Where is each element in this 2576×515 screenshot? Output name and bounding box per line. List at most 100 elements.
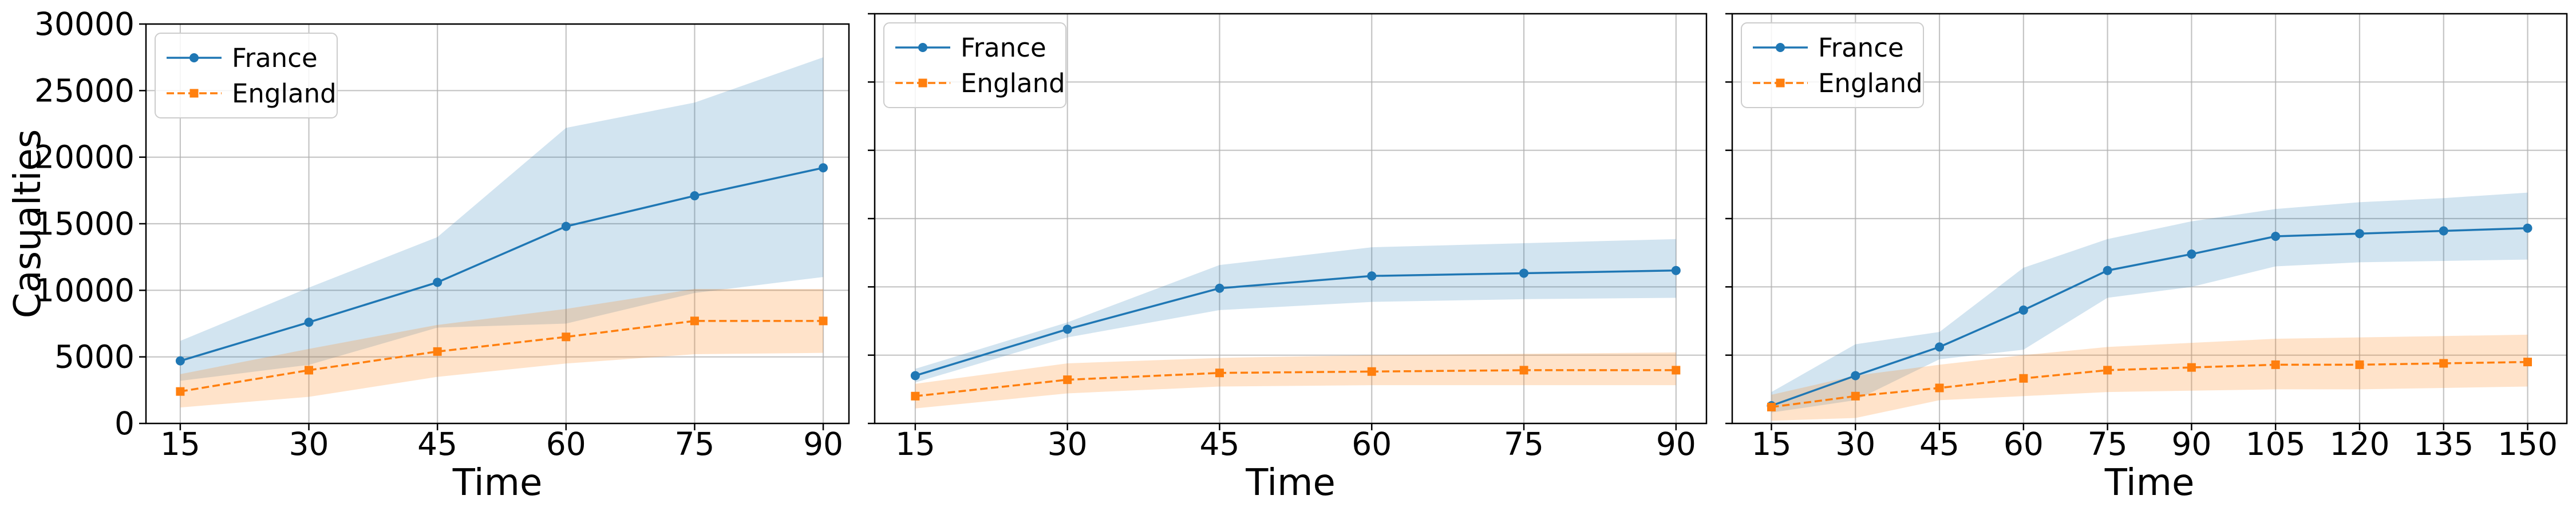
point-england [1935,383,1944,393]
point-france [304,318,314,327]
line-england [915,369,1676,398]
line-france [180,167,824,362]
point-england [176,387,185,396]
legend-box [883,22,1066,108]
point-england [1851,391,1860,401]
point-france [1935,342,1945,352]
legend: France England [883,22,1066,108]
x-tick-label: 60 [2004,426,2044,462]
x-tick-label: 75 [674,426,714,462]
x-tick-label: 15 [895,426,935,462]
legend-label-france: France [961,33,1046,63]
point-france [1062,324,1072,334]
x-tick-label: 90 [1656,426,1696,462]
point-england [2355,360,2364,369]
x-tick-label: 90 [803,426,843,462]
point-france [2018,305,2028,315]
point-england [819,316,828,326]
point-france [2354,229,2364,239]
point-france [2439,226,2448,236]
x-tick-label: 135 [2413,426,2474,462]
point-england [562,332,571,342]
x-tick-label: 150 [2498,426,2558,462]
point-england [1063,375,1072,385]
point-france [1671,266,1681,275]
legend: France England [155,33,338,118]
x-axis-label: Time [1245,462,1336,504]
y-axis-label: Casualties [7,129,49,318]
line-france [1771,227,2528,407]
point-france [2187,249,2196,259]
x-tick-label: 30 [1835,426,1875,462]
chart-panel-3: 15 30 45 60 75 90 105 120 135 150 Time France Englan… [1725,13,2568,504]
x-tick-label: 60 [1352,426,1392,462]
x-tick-label: 30 [289,426,329,462]
band-france [180,57,824,381]
y-tick-label: 10000 [34,272,135,308]
point-france [910,371,920,381]
legend: France England [1741,22,1924,108]
legend-label-england: England [232,78,337,109]
point-france [2271,232,2281,241]
point-england [2439,359,2448,368]
legend-label-france: France [1818,33,1904,63]
y-tick-label: 15000 [34,205,135,242]
chart-panel-2: 15 30 45 60 75 90 Time France England [868,13,1708,504]
legend-label-france: France [232,43,318,73]
x-tick-label: 60 [546,426,586,462]
point-england [1672,366,1681,375]
x-tick-label: 75 [1504,426,1544,462]
point-france [819,163,828,173]
band-france [915,239,1676,383]
legend-box [155,33,338,118]
point-england [2271,360,2280,369]
x-tick-label: 105 [2246,426,2306,462]
point-france [1215,283,1224,293]
band-england [915,352,1676,409]
band-england [180,289,824,408]
point-france [2103,266,2112,275]
line-england [1771,360,2528,409]
line-france [915,269,1676,377]
point-england [1767,402,1776,411]
point-england [305,366,314,375]
x-tick-label: 120 [2329,426,2389,462]
x-tick-label: 45 [1199,426,1239,462]
legend-label-england: England [961,68,1065,98]
legend-box [1741,22,1924,108]
band-england [1771,334,2528,421]
point-france [1367,271,1377,281]
point-france [2523,223,2532,233]
point-england [911,391,920,401]
y-tick-label: 25000 [34,72,135,109]
legend-marker [189,89,199,98]
legend-marker [918,43,927,52]
x-axis-label: Time [452,462,543,504]
x-axis-label: Time [2104,462,2195,504]
point-france [433,278,442,287]
legend-marker [1776,78,1785,88]
x-tick-label: 30 [1048,426,1088,462]
legend-marker [918,78,927,88]
x-tick-label: 45 [1919,426,1959,462]
point-england [2019,374,2028,383]
point-england [2523,358,2532,367]
point-england [1519,366,1528,375]
point-england [1367,367,1376,376]
x-tick-label: 15 [160,426,200,462]
y-tick-label: 30000 [34,6,135,42]
x-tick-label: 45 [417,426,457,462]
point-france [1851,371,1860,381]
point-france [175,356,185,366]
point-england [2103,366,2112,375]
point-england [690,316,699,326]
point-england [2187,363,2196,372]
chart-panel-1: 15 30 45 60 75 90 0 5000 10000 15000 20000 25000 300… [7,6,850,504]
point-france [690,191,700,201]
legend-marker [189,53,199,62]
point-england [433,347,442,356]
y-tick-label: 0 [114,405,135,442]
x-tick-label: 75 [2088,426,2128,462]
x-tick-label: 90 [2171,426,2211,462]
